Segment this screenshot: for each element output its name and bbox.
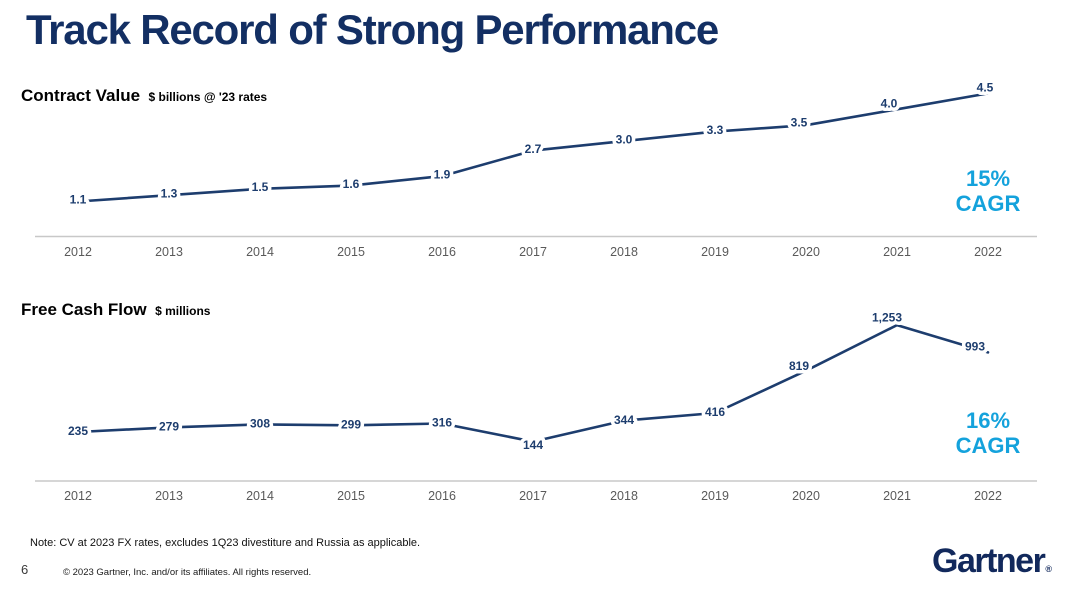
data-label: 235 bbox=[68, 424, 88, 438]
x-axis-label: 2019 bbox=[701, 245, 729, 259]
x-axis-label: 2018 bbox=[610, 245, 638, 259]
x-axis-label: 2013 bbox=[155, 245, 183, 259]
x-axis-label: 2018 bbox=[610, 489, 638, 503]
contract-value-title: Contract Value bbox=[21, 86, 141, 105]
data-label: 2.7 bbox=[525, 142, 542, 156]
free-cash-flow-cagr-badge: 16% CAGR bbox=[918, 408, 1058, 458]
copyright-text: © 2023 Gartner, Inc. and/or its affiliat… bbox=[63, 567, 312, 578]
trend-line bbox=[76, 92, 990, 203]
contract-value-unit-label: $ billions @ '23 rates bbox=[148, 90, 268, 104]
data-label: 1.3 bbox=[161, 186, 178, 200]
free-cash-flow-unit-label: $ millions bbox=[155, 304, 211, 318]
data-label: 1.6 bbox=[343, 177, 360, 191]
data-label: 316 bbox=[432, 416, 452, 430]
data-label: 416 bbox=[705, 405, 725, 419]
x-axis-label: 2016 bbox=[428, 489, 456, 503]
data-label: 3.0 bbox=[616, 132, 633, 146]
data-label: 819 bbox=[789, 359, 809, 373]
slide-title: Track Record of Strong Performance bbox=[26, 6, 719, 53]
x-axis-label: 2013 bbox=[155, 489, 183, 503]
x-axis-label: 2014 bbox=[246, 245, 274, 259]
data-label: 1.9 bbox=[434, 167, 451, 181]
x-axis-label: 2012 bbox=[64, 245, 92, 259]
registered-trademark-icon: ® bbox=[1045, 564, 1052, 574]
data-label: 144 bbox=[523, 438, 543, 452]
cagr-label: CAGR bbox=[955, 190, 1021, 216]
gartner-logo: Gartner® bbox=[932, 542, 1052, 581]
x-axis-label: 2022 bbox=[974, 489, 1002, 503]
x-axis-label: 2022 bbox=[974, 245, 1002, 259]
data-label: 1,253 bbox=[872, 310, 902, 324]
cagr-percent: 16% bbox=[965, 408, 1011, 433]
data-label: 344 bbox=[614, 413, 634, 427]
data-label: 3.3 bbox=[707, 123, 724, 137]
data-label: 279 bbox=[159, 420, 179, 434]
trend-line bbox=[76, 323, 990, 443]
cagr-label: CAGR bbox=[955, 432, 1021, 458]
data-label: 1.5 bbox=[252, 180, 269, 194]
data-label: 1.1 bbox=[70, 193, 87, 207]
data-label: 993 bbox=[965, 340, 985, 354]
x-axis-label: 2017 bbox=[519, 245, 547, 259]
x-axis-label: 2021 bbox=[883, 489, 911, 503]
free-cash-flow-title: Free Cash Flow bbox=[21, 300, 147, 319]
x-axis-label: 2014 bbox=[246, 489, 274, 503]
gartner-logo-text: Gartner bbox=[932, 542, 1046, 580]
x-axis-label: 2012 bbox=[64, 489, 92, 503]
data-label: 4.5 bbox=[977, 81, 994, 95]
x-axis-label: 2019 bbox=[701, 489, 729, 503]
page-number: 6 bbox=[21, 562, 29, 577]
x-axis-label: 2015 bbox=[337, 489, 365, 503]
cagr-percent: 15% bbox=[965, 166, 1011, 191]
footnote: Note: CV at 2023 FX rates, excludes 1Q23… bbox=[30, 537, 421, 549]
data-label: 4.0 bbox=[881, 97, 898, 111]
x-axis-label: 2015 bbox=[337, 245, 365, 259]
data-label: 299 bbox=[341, 418, 361, 432]
data-label: 3.5 bbox=[791, 115, 808, 129]
free-cash-flow-heading: Free Cash Flow $ millions bbox=[21, 300, 210, 320]
contract-value-heading: Contract Value $ billions @ '23 rates bbox=[21, 86, 267, 106]
x-axis-label: 2017 bbox=[519, 489, 547, 503]
x-axis-label: 2016 bbox=[428, 245, 456, 259]
contract-value-cagr-badge: 15% CAGR bbox=[918, 166, 1058, 216]
x-axis-label: 2021 bbox=[883, 245, 911, 259]
data-label: 308 bbox=[250, 417, 270, 431]
x-axis-label: 2020 bbox=[792, 245, 820, 259]
x-axis-label: 2020 bbox=[792, 489, 820, 503]
